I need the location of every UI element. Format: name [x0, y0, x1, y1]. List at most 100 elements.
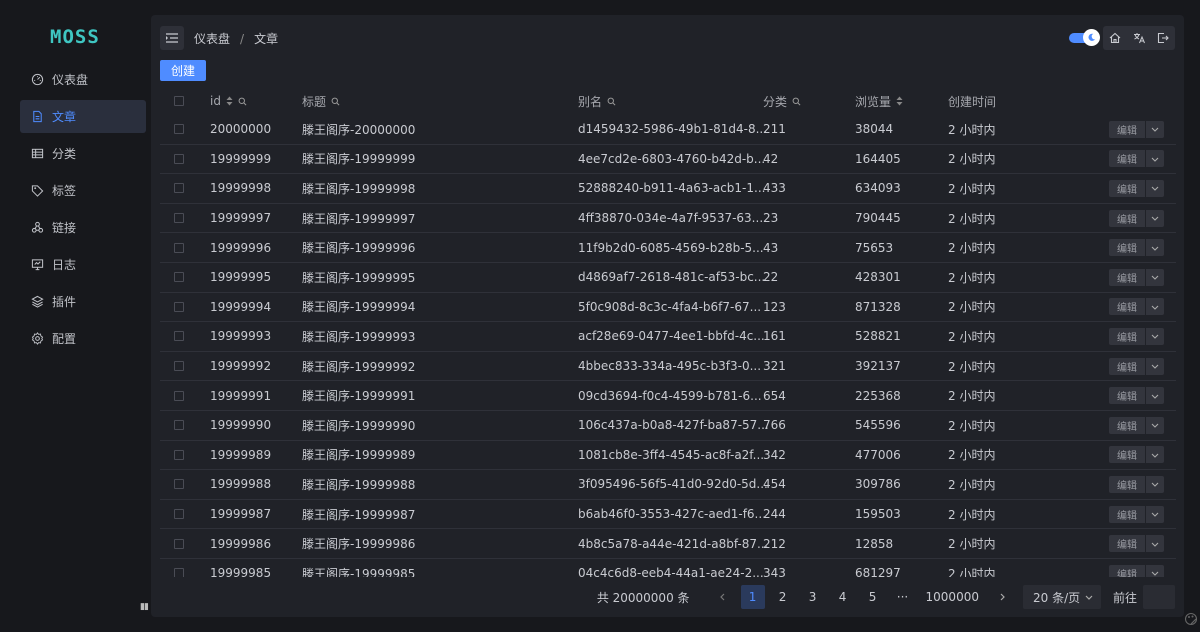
edit-button[interactable]: 编辑 — [1109, 239, 1145, 257]
table-row[interactable]: 19999990 滕王阁序-19999990 106c437a-b0a8-427f-… — [160, 411, 1176, 441]
prev-page-button[interactable] — [711, 585, 735, 609]
table-row[interactable]: 19999999 滕王阁序-19999999 4ee7cd2e-6803-4760-… — [160, 145, 1176, 175]
language-button[interactable] — [1127, 26, 1151, 50]
more-actions-button[interactable] — [1146, 505, 1164, 523]
app-logo[interactable]: MOSS — [50, 26, 100, 48]
edit-button[interactable]: 编辑 — [1109, 268, 1145, 286]
row-checkbox[interactable] — [174, 568, 184, 577]
page-5[interactable]: 5 — [868, 590, 877, 604]
edit-button[interactable]: 编辑 — [1109, 327, 1145, 345]
create-button[interactable]: 创建 — [160, 60, 206, 81]
sidebar-item-5[interactable]: 日志 — [20, 248, 146, 281]
table-row[interactable]: 19999996 滕王阁序-19999996 11f9b2d0-6085-4569-… — [160, 233, 1176, 263]
more-actions-button[interactable] — [1146, 387, 1164, 405]
table-row[interactable]: 19999989 滕王阁序-19999989 1081cb8e-3ff4-4545-… — [160, 441, 1176, 471]
table-row[interactable]: 19999994 滕王阁序-19999994 5f0c908d-8c3c-4fa4-… — [160, 293, 1176, 323]
table-row[interactable]: 19999993 滕王阁序-19999993 acf28e69-0477-4ee1-… — [160, 322, 1176, 352]
edit-button[interactable]: 编辑 — [1109, 298, 1145, 316]
more-actions-button[interactable] — [1146, 564, 1164, 577]
edit-button[interactable]: 编辑 — [1109, 209, 1145, 227]
page-4[interactable]: 4 — [838, 590, 847, 604]
row-checkbox[interactable] — [174, 479, 184, 490]
edit-button[interactable]: 编辑 — [1109, 179, 1145, 197]
table-row[interactable]: 19999987 滕王阁序-19999987 b6ab46f0-3553-427c-… — [160, 500, 1176, 530]
edit-button[interactable]: 编辑 — [1109, 150, 1145, 168]
row-checkbox[interactable] — [174, 272, 184, 283]
row-checkbox[interactable] — [174, 153, 184, 164]
breadcrumb-item-dashboard[interactable]: 仪表盘 — [194, 31, 231, 46]
page-2[interactable]: 2 — [778, 590, 787, 604]
more-actions-button[interactable] — [1146, 150, 1164, 168]
sort-icon[interactable] — [896, 96, 903, 106]
edit-button[interactable]: 编辑 — [1109, 535, 1145, 553]
home-button[interactable] — [1103, 26, 1127, 50]
edit-button[interactable]: 编辑 — [1109, 120, 1145, 138]
page-ellipsis[interactable]: ··· — [896, 590, 909, 604]
table-row[interactable]: 19999992 滕王阁序-19999992 4bbec833-334a-495c-… — [160, 352, 1176, 382]
table-row[interactable]: 19999991 滕王阁序-19999991 09cd3694-f0c4-4599-… — [160, 381, 1176, 411]
row-checkbox[interactable] — [174, 301, 184, 312]
row-checkbox[interactable] — [174, 420, 184, 431]
row-checkbox[interactable] — [174, 331, 184, 342]
more-actions-button[interactable] — [1146, 475, 1164, 493]
sidebar-item-1[interactable]: 文章 — [20, 100, 146, 133]
next-page-button[interactable] — [990, 585, 1014, 609]
select-all-checkbox[interactable] — [174, 96, 184, 106]
more-actions-button[interactable] — [1146, 268, 1164, 286]
edit-button[interactable]: 编辑 — [1109, 446, 1145, 464]
search-icon[interactable] — [607, 97, 616, 106]
edit-button[interactable]: 编辑 — [1109, 475, 1145, 493]
more-actions-button[interactable] — [1146, 446, 1164, 464]
table-row[interactable]: 19999995 滕王阁序-19999995 d4869af7-2618-481c-… — [160, 263, 1176, 293]
page-last[interactable]: 1000000 — [925, 590, 979, 604]
sort-icon[interactable] — [226, 96, 233, 106]
more-actions-button[interactable] — [1146, 120, 1164, 138]
table-row[interactable]: 19999998 滕王阁序-19999998 52888240-b911-4a63-… — [160, 174, 1176, 204]
more-actions-button[interactable] — [1146, 179, 1164, 197]
page-1[interactable]: 1 — [740, 585, 765, 609]
more-actions-button[interactable] — [1146, 416, 1164, 434]
search-icon[interactable] — [331, 97, 340, 106]
theme-toggle[interactable] — [1069, 29, 1100, 46]
sidebar-item-2[interactable]: 分类 — [20, 137, 146, 170]
edit-button[interactable]: 编辑 — [1109, 357, 1145, 375]
palette-icon[interactable] — [1184, 612, 1198, 626]
more-actions-button[interactable] — [1146, 239, 1164, 257]
search-icon[interactable] — [238, 97, 247, 106]
sidebar-collapse-handle[interactable]: ▮▮ — [140, 602, 149, 612]
more-actions-button[interactable] — [1146, 209, 1164, 227]
more-actions-button[interactable] — [1146, 535, 1164, 553]
page-3[interactable]: 3 — [808, 590, 817, 604]
edit-button[interactable]: 编辑 — [1109, 416, 1145, 434]
row-checkbox[interactable] — [174, 509, 184, 520]
sidebar-item-4[interactable]: 链接 — [20, 211, 146, 244]
row-checkbox[interactable] — [174, 449, 184, 460]
search-icon[interactable] — [792, 97, 801, 106]
table-row[interactable]: 19999997 滕王阁序-19999997 4ff38870-034e-4a7f-… — [160, 204, 1176, 234]
row-checkbox[interactable] — [174, 213, 184, 224]
row-checkbox[interactable] — [174, 538, 184, 549]
sidebar-item-6[interactable]: 插件 — [20, 285, 146, 318]
edit-button[interactable]: 编辑 — [1109, 564, 1145, 577]
page-size-select[interactable]: 20 条/页 — [1022, 585, 1101, 609]
row-checkbox[interactable] — [174, 124, 184, 135]
menu-toggle-button[interactable] — [160, 26, 184, 50]
row-checkbox[interactable] — [174, 183, 184, 194]
row-checkbox[interactable] — [174, 242, 184, 253]
more-actions-button[interactable] — [1146, 327, 1164, 345]
sidebar-item-7[interactable]: 配置 — [20, 322, 146, 355]
edit-button[interactable]: 编辑 — [1109, 505, 1145, 523]
edit-button[interactable]: 编辑 — [1109, 387, 1145, 405]
table-row[interactable]: 19999985 滕王阁序-19999985 04c4c6d8-eeb4-44a1-… — [160, 559, 1176, 577]
table-row[interactable]: 19999986 滕王阁序-19999986 4b8c5a78-a44e-421d-… — [160, 529, 1176, 559]
sidebar-item-3[interactable]: 标签 — [20, 174, 146, 207]
row-checkbox[interactable] — [174, 361, 184, 372]
table-row[interactable]: 19999988 滕王阁序-19999988 3f095496-56f5-41d0-… — [160, 470, 1176, 500]
goto-page-input[interactable] — [1143, 585, 1175, 609]
more-actions-button[interactable] — [1146, 357, 1164, 375]
sidebar-item-0[interactable]: 仪表盘 — [20, 63, 146, 96]
row-checkbox[interactable] — [174, 390, 184, 401]
more-actions-button[interactable] — [1146, 298, 1164, 316]
logout-button[interactable] — [1151, 26, 1175, 50]
table-row[interactable]: 20000000 滕王阁序-20000000 d1459432-5986-49b1-… — [160, 115, 1176, 145]
